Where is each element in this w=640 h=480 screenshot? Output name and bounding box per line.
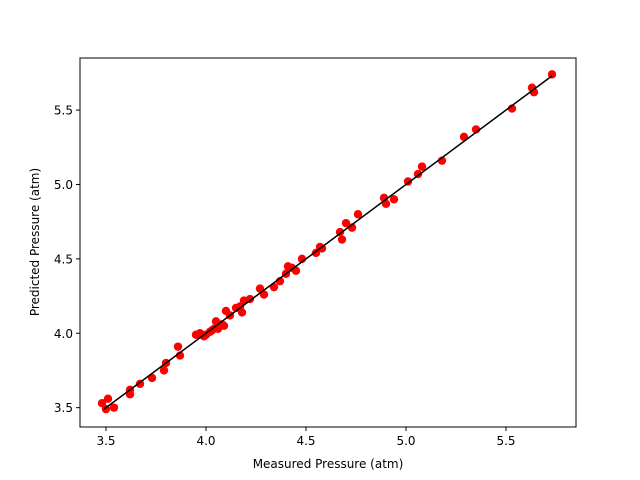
data-point: [103, 394, 113, 403]
fit-line: [103, 75, 553, 410]
y-axis-label: Predicted Pressure (atm): [28, 168, 42, 316]
data-point: [97, 398, 107, 408]
data-point: [311, 248, 321, 258]
x-axis-label: Measured Pressure (atm): [253, 457, 404, 471]
x-tick-label: 3.5: [96, 434, 115, 448]
y-tick-label: 3.5: [54, 401, 73, 415]
y-tick-label: 4.0: [54, 327, 73, 341]
data-point: [219, 321, 229, 331]
data-point: [245, 294, 255, 304]
x-tick-label: 4.0: [196, 434, 215, 448]
data-point: [159, 366, 169, 375]
data-point: [101, 404, 111, 414]
x-tick-label: 5.5: [496, 434, 515, 448]
data-point: [173, 342, 183, 351]
data-point: [237, 308, 247, 317]
y-tick-label: 4.5: [54, 252, 73, 266]
plot-frame: [79, 57, 577, 428]
data-point: [389, 195, 399, 204]
plot-content: [97, 70, 557, 414]
y-axis: 3.5 4.0 4.5 5.0 5.5: [54, 104, 80, 415]
data-point: [317, 244, 327, 253]
data-point: [353, 210, 363, 219]
x-tick-label: 5.0: [396, 434, 415, 448]
data-point: [547, 70, 557, 79]
y-tick-label: 5.0: [54, 178, 73, 192]
data-point: [135, 379, 145, 389]
data-point: [335, 227, 345, 237]
data-point: [337, 235, 347, 244]
data-point: [413, 169, 423, 179]
data-point: [341, 218, 351, 228]
data-point: [417, 162, 427, 171]
data-point: [403, 177, 413, 186]
data-point: [109, 403, 119, 412]
x-axis: 3.5 4.0 4.5 5.0 5.5: [96, 427, 516, 448]
x-tick-label: 4.5: [296, 434, 315, 448]
y-tick-label: 5.5: [54, 104, 73, 118]
